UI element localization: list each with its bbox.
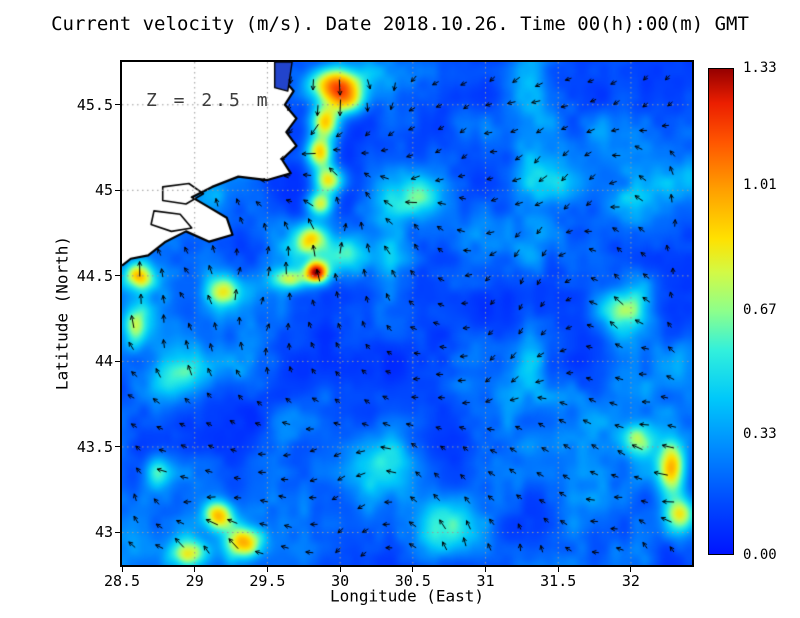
x-tick-mark <box>194 567 196 572</box>
y-tick-mark <box>115 104 120 106</box>
y-tick-label: 45 <box>94 181 113 200</box>
figure-title: Current velocity (m/s). Date 2018.10.26.… <box>51 13 749 35</box>
x-axis-label: Longitude (East) <box>329 586 485 606</box>
colorbar-tick-label: 0.67 <box>743 301 777 318</box>
depth-annotation: Z = 2.5 m <box>146 90 271 111</box>
y-tick-label: 44 <box>94 352 113 371</box>
y-tick-label: 44.5 <box>76 266 113 285</box>
map-plot-frame: Z = 2.5 m <box>120 60 694 567</box>
x-tick-label: 28.5 <box>103 572 141 590</box>
y-tick-label: 43.5 <box>76 437 113 456</box>
colorbar-tick-label: 0.00 <box>743 547 777 563</box>
x-tick-label: 30.5 <box>394 572 431 590</box>
x-tick-mark <box>557 567 559 572</box>
x-tick-label: 29 <box>185 572 204 590</box>
x-tick-label: 31 <box>476 572 495 590</box>
x-tick-mark <box>121 567 123 572</box>
y-tick-mark <box>115 360 120 362</box>
x-tick-label: 31.5 <box>540 572 577 590</box>
y-tick-mark <box>115 275 120 277</box>
colorbar-tick-label: 1.33 <box>743 60 777 76</box>
colorbar-tick-label: 1.01 <box>743 177 777 194</box>
y-tick-label: 43 <box>94 523 113 542</box>
x-tick-mark <box>412 567 414 572</box>
x-tick-mark <box>630 567 632 572</box>
x-tick-label: 32 <box>621 572 640 590</box>
x-tick-label: 29.5 <box>249 572 286 590</box>
x-tick-mark <box>266 567 268 572</box>
y-tick-mark <box>115 446 120 448</box>
current-velocity-map <box>122 62 692 565</box>
y-tick-mark <box>115 531 120 533</box>
y-tick-label: 45.5 <box>76 95 113 114</box>
colorbar-tick-label: 0.33 <box>743 426 777 443</box>
y-tick-mark <box>115 189 120 191</box>
x-tick-mark <box>485 567 487 572</box>
x-tick-label: 30 <box>331 572 350 590</box>
x-tick-mark <box>339 567 341 572</box>
colorbar <box>708 68 734 555</box>
